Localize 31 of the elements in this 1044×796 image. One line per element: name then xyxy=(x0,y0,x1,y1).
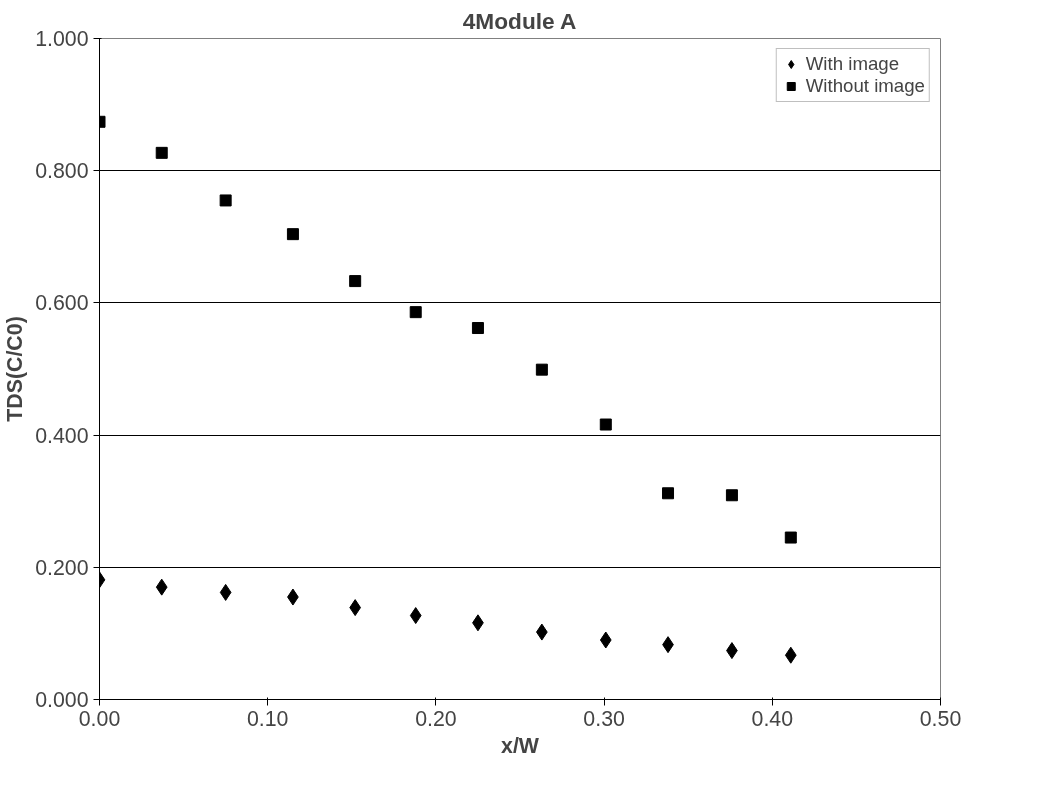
x-tick-label: 0.40 xyxy=(751,706,794,731)
x-tick-label: 0.10 xyxy=(246,706,289,731)
y-tick-label: 0.600 xyxy=(35,291,89,316)
x-tick-label: 0.50 xyxy=(919,706,962,731)
point xyxy=(286,228,299,241)
x-tick-label: 0.30 xyxy=(583,706,625,731)
point xyxy=(784,531,797,544)
point xyxy=(725,489,738,502)
point xyxy=(662,487,675,500)
point xyxy=(155,146,168,159)
point xyxy=(349,275,362,288)
legend-label: With image xyxy=(805,53,900,75)
y-tick-label: 0.200 xyxy=(35,555,89,580)
y-tick-label: 0.400 xyxy=(35,423,89,448)
point xyxy=(599,631,612,649)
point xyxy=(535,363,548,376)
point xyxy=(599,418,612,431)
y-axis-title: TDS(C/C0) xyxy=(3,316,28,422)
chart-title: 4Module A xyxy=(462,7,577,34)
point xyxy=(409,607,422,625)
point xyxy=(409,306,422,319)
legend-label: Without image xyxy=(805,75,925,97)
point xyxy=(155,578,168,596)
point xyxy=(219,194,232,207)
x-tick-label: 0.20 xyxy=(415,706,457,731)
y-tick-label: 0.800 xyxy=(35,159,89,184)
x-axis-title: x/W xyxy=(501,733,540,758)
point xyxy=(219,583,232,601)
point xyxy=(471,322,484,335)
point xyxy=(784,646,797,664)
y-tick-label: 1.000 xyxy=(35,27,89,51)
